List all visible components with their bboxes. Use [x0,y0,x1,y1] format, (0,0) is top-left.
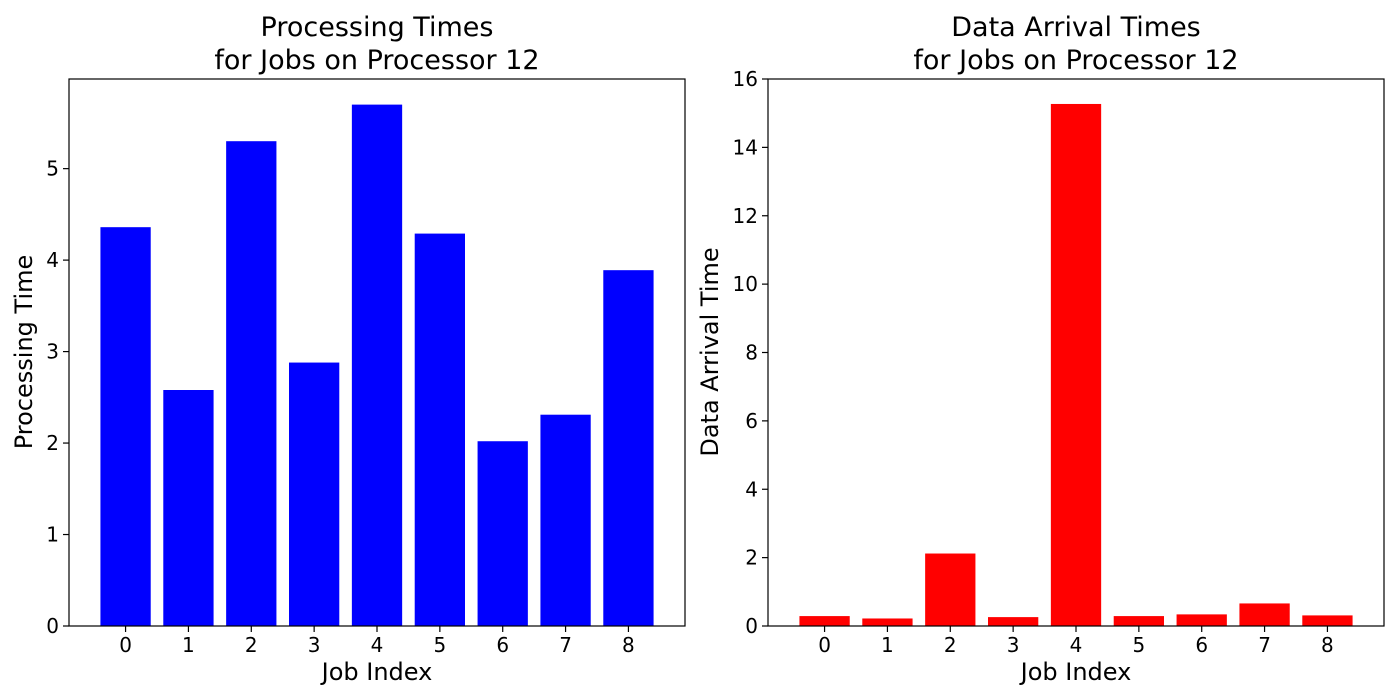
x-tick-label: 0 [818,633,831,657]
x-tick-label: 3 [1007,633,1020,657]
x-tick-label: 6 [1195,633,1208,657]
bar-group [100,104,654,627]
x-tick-label: 8 [622,633,635,657]
bar-3 [289,362,340,626]
chart-title-line-2: for Jobs on Processor 12 [913,45,1238,76]
x-tick-label: 7 [559,633,572,657]
data-arrival-times-chart: Data Arrival Times for Jobs on Processor… [696,12,1385,686]
bar-1 [862,618,913,626]
bar-6 [477,441,528,626]
x-tick-label: 4 [1070,633,1083,657]
chart-title-line-1: Data Arrival Times [951,12,1201,43]
y-tick-label: 16 [733,67,758,91]
bar-7 [1239,603,1290,626]
y-tick-label: 4 [745,477,758,501]
x-tick-label: 1 [881,633,894,657]
y-tick-label: 6 [745,409,758,433]
y-tick-label: 4 [46,248,59,272]
x-tick-label: 5 [433,633,446,657]
y-axis-title: Processing Time [10,255,38,450]
bar-8 [1302,615,1353,626]
y-axis-title: Data Arrival Time [696,247,724,456]
bar-0 [799,616,850,626]
bar-4 [1050,103,1102,626]
tick-group: 0 1 2 3 4 5 6 7 8 0 1 2 3 4 5 [46,157,635,657]
y-tick-label: 0 [745,614,758,638]
bar-4 [351,104,403,627]
bar-8 [603,270,654,626]
chart-title-line-1: Processing Times [261,12,494,43]
chart-title-line-2: for Jobs on Processor 12 [214,45,539,76]
y-tick-label: 1 [46,523,59,547]
y-tick-label: 10 [733,272,758,296]
x-tick-label: 1 [182,633,195,657]
x-axis-title: Job Index [320,658,433,686]
x-tick-label: 4 [371,633,384,657]
bar-2 [226,141,277,626]
y-tick-label: 8 [745,341,758,365]
bar-2 [925,553,976,626]
x-tick-label: 5 [1132,633,1145,657]
y-tick-label: 5 [46,157,59,181]
x-tick-label: 7 [1258,633,1271,657]
bar-7 [540,414,591,626]
bar-5 [414,233,465,626]
x-tick-label: 6 [496,633,509,657]
y-tick-label: 3 [46,340,59,364]
bar-1 [163,390,214,626]
x-axis-title: Job Index [1019,658,1132,686]
y-tick-label: 2 [745,546,758,570]
processing-times-chart: Processing Times for Jobs on Processor 1… [10,12,686,686]
x-tick-label: 8 [1321,633,1334,657]
y-tick-label: 2 [46,431,59,455]
bar-6 [1176,614,1227,626]
x-tick-label: 3 [308,633,321,657]
y-tick-label: 0 [46,614,59,638]
bar-5 [1113,616,1164,626]
x-tick-label: 2 [245,633,258,657]
x-tick-label: 0 [119,633,132,657]
bar-0 [100,227,151,626]
y-tick-label: 12 [733,204,758,228]
y-tick-label: 14 [733,135,758,159]
plot-frame [68,78,686,627]
bar-3 [988,617,1039,626]
x-tick-label: 2 [944,633,957,657]
plot-frame [767,78,1385,627]
bar-group [799,103,1353,626]
